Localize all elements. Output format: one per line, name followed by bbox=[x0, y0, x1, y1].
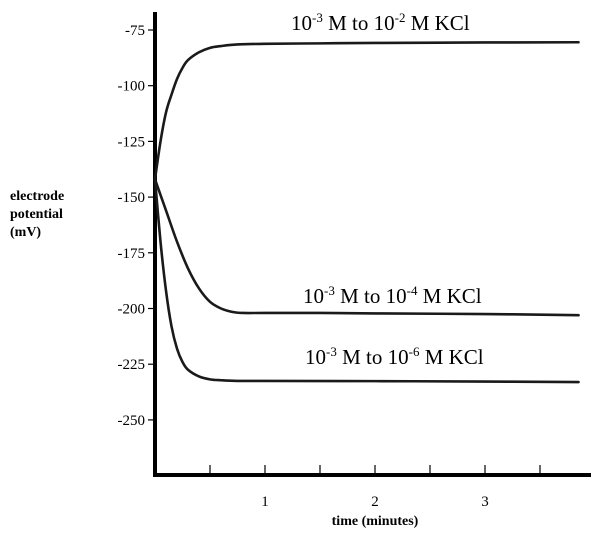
series-label-3-part-c: M KCl bbox=[419, 345, 483, 369]
y-tick-label: -200 bbox=[118, 302, 146, 318]
y-tick-label: -175 bbox=[118, 246, 146, 262]
series-label-1-part-a: 10 bbox=[291, 11, 312, 35]
series-label-2-part-c: M KCl bbox=[417, 284, 481, 308]
y-tick-label: -250 bbox=[118, 413, 146, 429]
series-line-3 bbox=[153, 177, 580, 384]
y-tick-label: -225 bbox=[118, 357, 146, 373]
y-tick-label: -150 bbox=[118, 190, 146, 206]
series-label-1-exp-b: -2 bbox=[395, 10, 406, 25]
series-label-3-part-b: M to 10 bbox=[337, 345, 409, 369]
series-lines bbox=[153, 40, 580, 384]
series-label-2-exp-b: -4 bbox=[407, 283, 418, 298]
series-label-3-exp-b: -6 bbox=[409, 344, 420, 359]
y-axis-title-line-1: electrode bbox=[10, 189, 64, 204]
axes bbox=[153, 12, 591, 477]
x-tick-label: 3 bbox=[481, 494, 489, 510]
series-label-1-part-b: M to 10 bbox=[323, 11, 395, 35]
series-label-1-part-c: M KCl bbox=[405, 11, 469, 35]
y-axis-title: electrode potential (mV) bbox=[10, 189, 68, 240]
series-label-1: 10-3 M to 10-2 M KCl bbox=[291, 10, 470, 35]
series-label-3-part-a: 10 bbox=[305, 345, 326, 369]
series-label-2-exp-a: -3 bbox=[324, 283, 335, 298]
y-tick-label: -75 bbox=[125, 23, 145, 39]
series-label-1-exp-a: -3 bbox=[312, 10, 323, 25]
y-tick-label: -100 bbox=[118, 79, 146, 95]
series-label-3: 10-3 M to 10-6 M KCl bbox=[305, 344, 484, 369]
y-tick-label: -125 bbox=[118, 134, 146, 150]
series-line-1 bbox=[153, 40, 580, 181]
series-line-2 bbox=[153, 177, 580, 317]
x-axis-title: time (minutes) bbox=[332, 514, 419, 529]
x-tick-label: 2 bbox=[371, 494, 379, 510]
x-ticks: 1234 bbox=[209, 465, 541, 510]
series-label-2-part-a: 10 bbox=[303, 284, 324, 308]
y-axis-title-line-2: potential bbox=[10, 207, 63, 222]
series-label-2: 10-3 M to 10-4 M KCl bbox=[303, 283, 482, 308]
y-ticks: -75 -100 -125 -150 -175 -200 -225 -250 bbox=[118, 23, 155, 429]
series-label-3-exp-a: -3 bbox=[326, 344, 337, 359]
series-label-2-part-b: M to 10 bbox=[335, 284, 407, 308]
x-tick-label: 1 bbox=[261, 494, 269, 510]
y-axis-title-line-3: (mV) bbox=[10, 225, 41, 240]
